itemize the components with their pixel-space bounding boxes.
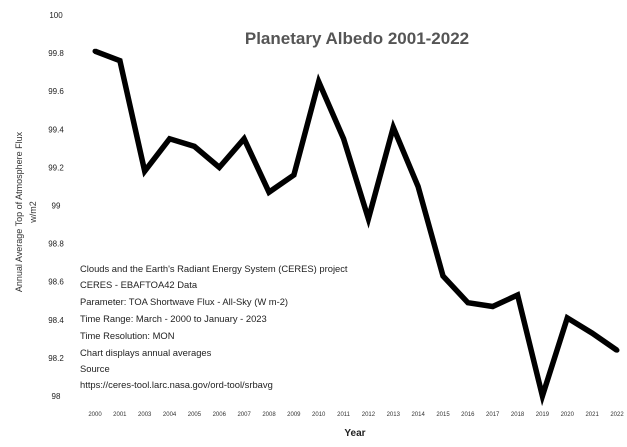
x-tick-label: 2021 <box>585 412 599 418</box>
x-tick-label: 2020 <box>561 412 575 418</box>
y-tick-label: 98.2 <box>48 354 64 363</box>
x-ticks: 2000 2001 2003 2004 2005 2006 2007 2008 2009 2010… <box>88 412 624 418</box>
x-tick-label: 2017 <box>486 412 500 418</box>
source-note-line: Clouds and the Earth's Radiant Energy Sy… <box>80 263 348 274</box>
data-point <box>167 136 173 142</box>
data-point <box>191 143 197 149</box>
data-point <box>316 79 322 85</box>
x-tick-label: 2006 <box>213 412 227 418</box>
x-tick-label: 2007 <box>237 412 251 418</box>
y-tick-label: 98.8 <box>48 240 64 249</box>
data-point <box>415 183 421 189</box>
source-note-line: Source <box>80 363 110 374</box>
y-axis-label-line1: Annual Average Top of Atmosphere Flux <box>14 131 24 292</box>
x-tick-label: 2010 <box>312 412 326 418</box>
source-note-line: CERES - EBAFTOA42 Data <box>80 279 198 290</box>
data-points <box>92 48 620 399</box>
x-tick-label: 2014 <box>411 412 425 418</box>
x-tick-label: 2000 <box>88 412 102 418</box>
y-tick-label: 98 <box>52 392 61 401</box>
source-note-line: Parameter: TOA Shortwave Flux - All-Sky … <box>80 296 288 307</box>
data-point <box>390 124 396 130</box>
data-point <box>465 300 471 306</box>
source-note-line: Time Resolution: MON <box>80 330 174 341</box>
data-point <box>266 189 272 195</box>
x-tick-label: 2008 <box>262 412 276 418</box>
y-tick-label: 99.6 <box>48 87 64 96</box>
y-tick-label: 99.8 <box>48 49 64 58</box>
data-point <box>614 347 620 353</box>
y-tick-label: 100 <box>49 11 63 20</box>
y-tick-label: 99.2 <box>48 163 64 172</box>
data-point <box>589 330 595 336</box>
x-tick-label: 2015 <box>436 412 450 418</box>
data-point <box>564 315 570 321</box>
data-point <box>515 292 521 298</box>
y-ticks: 98 98.2 98.4 98.6 98.8 99 99.2 99.4 99.6 99.8 100 <box>48 11 64 401</box>
source-note-line: Time Range: March - 2000 to January - 20… <box>80 313 267 324</box>
x-tick-label: 2013 <box>387 412 401 418</box>
x-axis-label: Year <box>344 428 365 439</box>
y-axis-title: Annual Average Top of Atmosphere Flux w/… <box>14 131 38 292</box>
x-tick-label: 2011 <box>337 412 351 418</box>
y-tick-label: 99.4 <box>48 125 64 134</box>
y-axis-label-line2: w/m2 <box>28 201 38 224</box>
x-tick-label: 2012 <box>362 412 376 418</box>
x-tick-label: 2001 <box>113 412 127 418</box>
y-tick-label: 98.6 <box>48 278 64 287</box>
data-point <box>142 168 148 174</box>
y-tick-label: 99 <box>52 202 61 211</box>
data-point <box>92 48 98 54</box>
data-point <box>365 216 371 222</box>
data-point <box>291 172 297 178</box>
data-point <box>490 303 496 309</box>
source-notes: Clouds and the Earth's Radiant Energy Sy… <box>80 263 348 390</box>
x-tick-label: 2019 <box>536 412 550 418</box>
source-note-line: https://ceres-tool.larc.nasa.gov/ord-too… <box>80 379 273 390</box>
x-tick-label: 2009 <box>287 412 301 418</box>
x-tick-label: 2005 <box>188 412 202 418</box>
x-tick-label: 2003 <box>138 412 152 418</box>
data-point <box>216 164 222 170</box>
data-point <box>241 136 247 142</box>
x-tick-label: 2018 <box>511 412 525 418</box>
data-point <box>117 58 123 64</box>
data-point <box>539 393 545 399</box>
albedo-series-line <box>94 48 619 407</box>
x-tick-label: 2004 <box>163 412 177 418</box>
data-point <box>440 273 446 279</box>
x-tick-label: 2016 <box>461 412 475 418</box>
x-tick-label: 2022 <box>610 412 624 418</box>
source-note-line: Chart displays annual averages <box>80 347 212 358</box>
data-point <box>341 136 347 142</box>
chart-title: Planetary Albedo 2001-2022 <box>245 29 469 48</box>
y-tick-label: 98.4 <box>48 316 64 325</box>
